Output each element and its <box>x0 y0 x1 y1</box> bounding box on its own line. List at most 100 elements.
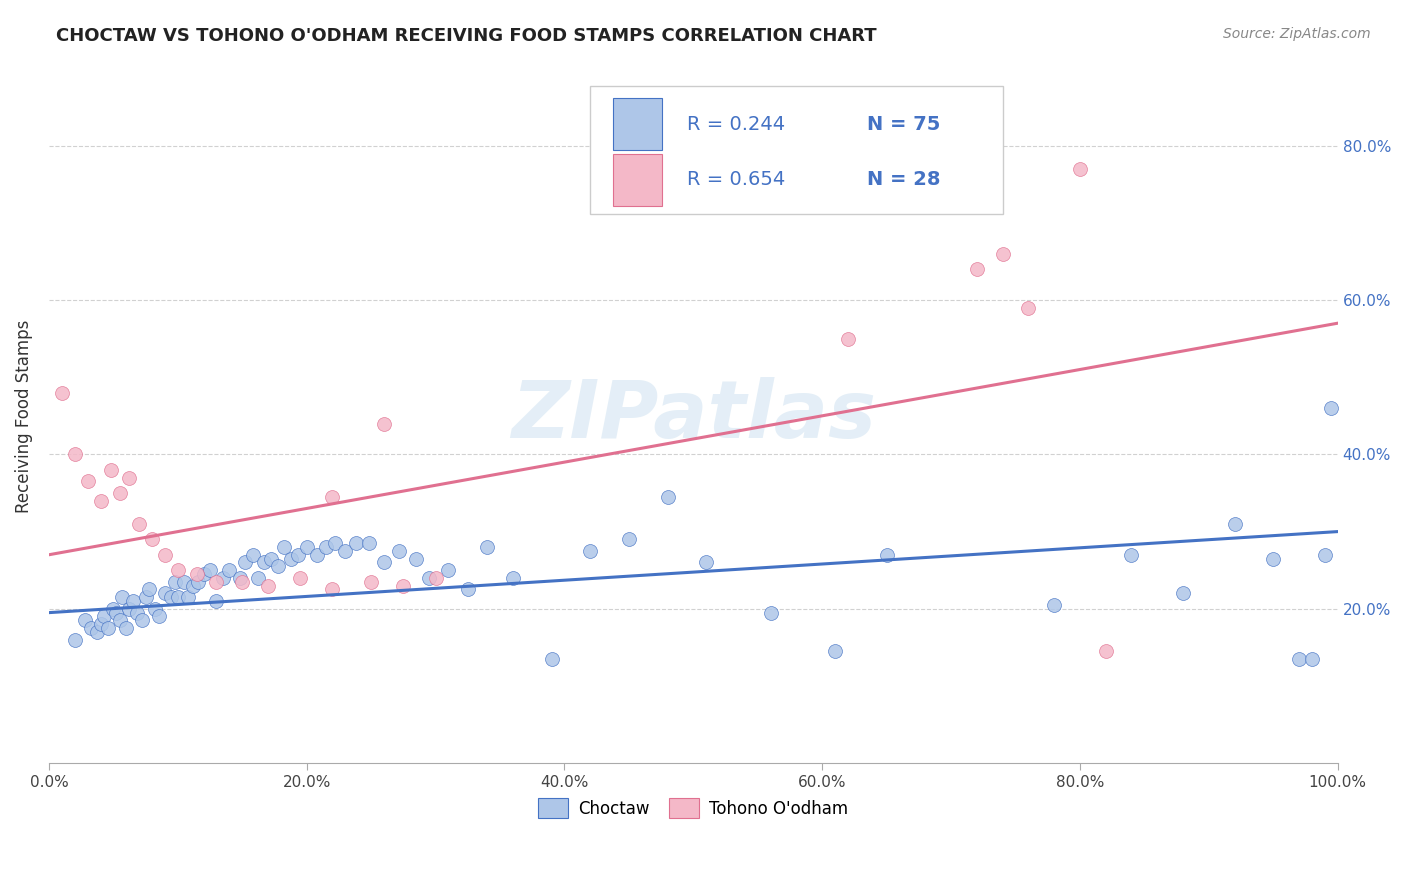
Point <box>131 613 153 627</box>
Point <box>89 617 111 632</box>
Point <box>1017 301 1039 315</box>
Point <box>259 551 281 566</box>
Point <box>246 571 269 585</box>
Point <box>173 574 195 589</box>
Point <box>218 563 240 577</box>
Point <box>205 594 228 608</box>
Point <box>1094 644 1116 658</box>
Point <box>1288 652 1310 666</box>
Point <box>457 582 479 597</box>
Point <box>63 447 86 461</box>
Text: CHOCTAW VS TOHONO O'ODHAM RECEIVING FOOD STAMPS CORRELATION CHART: CHOCTAW VS TOHONO O'ODHAM RECEIVING FOOD… <box>56 27 877 45</box>
Bar <box>613 153 662 206</box>
Text: ZIPatlas: ZIPatlas <box>510 376 876 455</box>
Point <box>321 490 343 504</box>
Text: N = 75: N = 75 <box>868 114 941 134</box>
Point <box>125 606 148 620</box>
Point <box>475 540 498 554</box>
Point <box>290 571 312 585</box>
Point <box>373 556 395 570</box>
Point <box>305 548 328 562</box>
Point <box>824 644 846 658</box>
Point <box>1069 161 1091 176</box>
Point <box>51 385 73 400</box>
Point <box>540 652 562 666</box>
Point <box>205 574 228 589</box>
Point <box>502 571 524 585</box>
Point <box>280 551 302 566</box>
Point <box>388 544 411 558</box>
Point <box>76 475 98 489</box>
FancyBboxPatch shape <box>591 86 1002 214</box>
Point <box>695 556 717 570</box>
Point <box>228 571 250 585</box>
Point <box>212 571 235 585</box>
Text: N = 28: N = 28 <box>868 170 941 189</box>
Point <box>295 540 318 554</box>
Point <box>335 544 357 558</box>
Point <box>360 574 382 589</box>
Point <box>579 544 602 558</box>
Point <box>177 591 200 605</box>
Point <box>86 624 108 639</box>
Point <box>97 621 120 635</box>
Point <box>1043 598 1066 612</box>
Point <box>63 632 86 647</box>
Point <box>148 609 170 624</box>
Point <box>257 579 280 593</box>
Point <box>100 463 122 477</box>
Point <box>128 516 150 531</box>
Point <box>373 417 395 431</box>
Legend: Choctaw, Tohono O'odham: Choctaw, Tohono O'odham <box>531 792 855 824</box>
Point <box>1263 551 1285 566</box>
Point <box>166 563 188 577</box>
Point <box>115 621 138 635</box>
Point <box>617 533 640 547</box>
Bar <box>613 98 662 150</box>
Point <box>104 606 127 620</box>
Point <box>108 613 131 627</box>
Point <box>231 574 253 589</box>
Point <box>267 559 290 574</box>
Point <box>143 601 166 615</box>
Point <box>1121 548 1143 562</box>
Point <box>108 486 131 500</box>
Point <box>80 621 103 635</box>
Point <box>759 606 782 620</box>
Point <box>187 574 209 589</box>
Point <box>181 579 204 593</box>
Point <box>315 540 337 554</box>
Point <box>425 571 447 585</box>
Point <box>344 536 367 550</box>
Text: R = 0.244: R = 0.244 <box>688 114 785 134</box>
Point <box>165 574 187 589</box>
Point <box>111 591 134 605</box>
Point <box>1313 548 1336 562</box>
Point <box>153 586 176 600</box>
Point <box>186 567 208 582</box>
Point <box>966 262 988 277</box>
Point <box>287 548 309 562</box>
Point <box>89 493 111 508</box>
Point <box>160 591 183 605</box>
Point <box>437 563 460 577</box>
Point <box>135 591 157 605</box>
Point <box>233 556 256 570</box>
Text: Source: ZipAtlas.com: Source: ZipAtlas.com <box>1223 27 1371 41</box>
Point <box>118 470 141 484</box>
Point <box>405 551 427 566</box>
Point <box>138 582 160 597</box>
Point <box>1171 586 1194 600</box>
Point <box>1301 652 1323 666</box>
Point <box>273 540 295 554</box>
Point <box>392 579 415 593</box>
Point <box>991 246 1014 260</box>
Y-axis label: Receiving Food Stamps: Receiving Food Stamps <box>15 319 32 513</box>
Text: R = 0.654: R = 0.654 <box>688 170 785 189</box>
Point <box>242 548 264 562</box>
Point <box>657 490 679 504</box>
Point <box>193 567 215 582</box>
Point <box>198 563 221 577</box>
Point <box>323 536 346 550</box>
Point <box>93 609 115 624</box>
